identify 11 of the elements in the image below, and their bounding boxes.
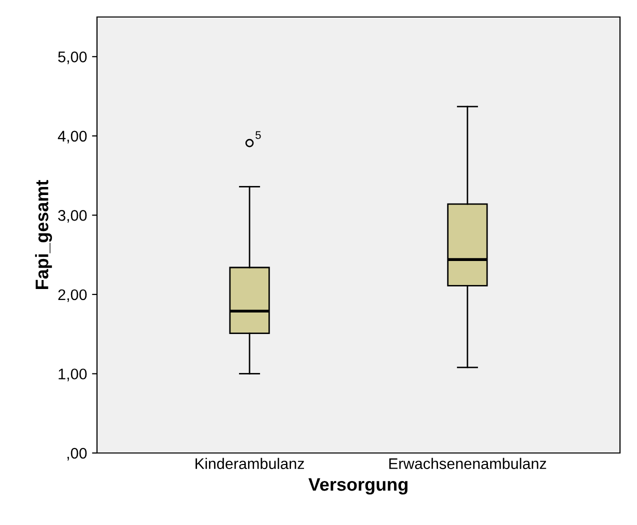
x-axis-title: Versorgung — [308, 478, 408, 494]
y-axis-title: Fapi_gesamt — [35, 180, 52, 289]
y-tick-label: 3,00 — [58, 210, 87, 223]
x-tick-label: Erwachsenenambulanz — [389, 458, 546, 470]
y-tick-label: 5,00 — [58, 52, 87, 64]
y-tick-label: ,00 — [67, 448, 87, 460]
y-tick-label: 1,00 — [58, 368, 87, 382]
y-tick-label: 4,00 — [58, 130, 87, 144]
y-tick-label: 2,00 — [58, 289, 87, 302]
annotation: 5 — [256, 131, 261, 139]
x-tick-label: Kinderambulanz — [196, 458, 304, 470]
